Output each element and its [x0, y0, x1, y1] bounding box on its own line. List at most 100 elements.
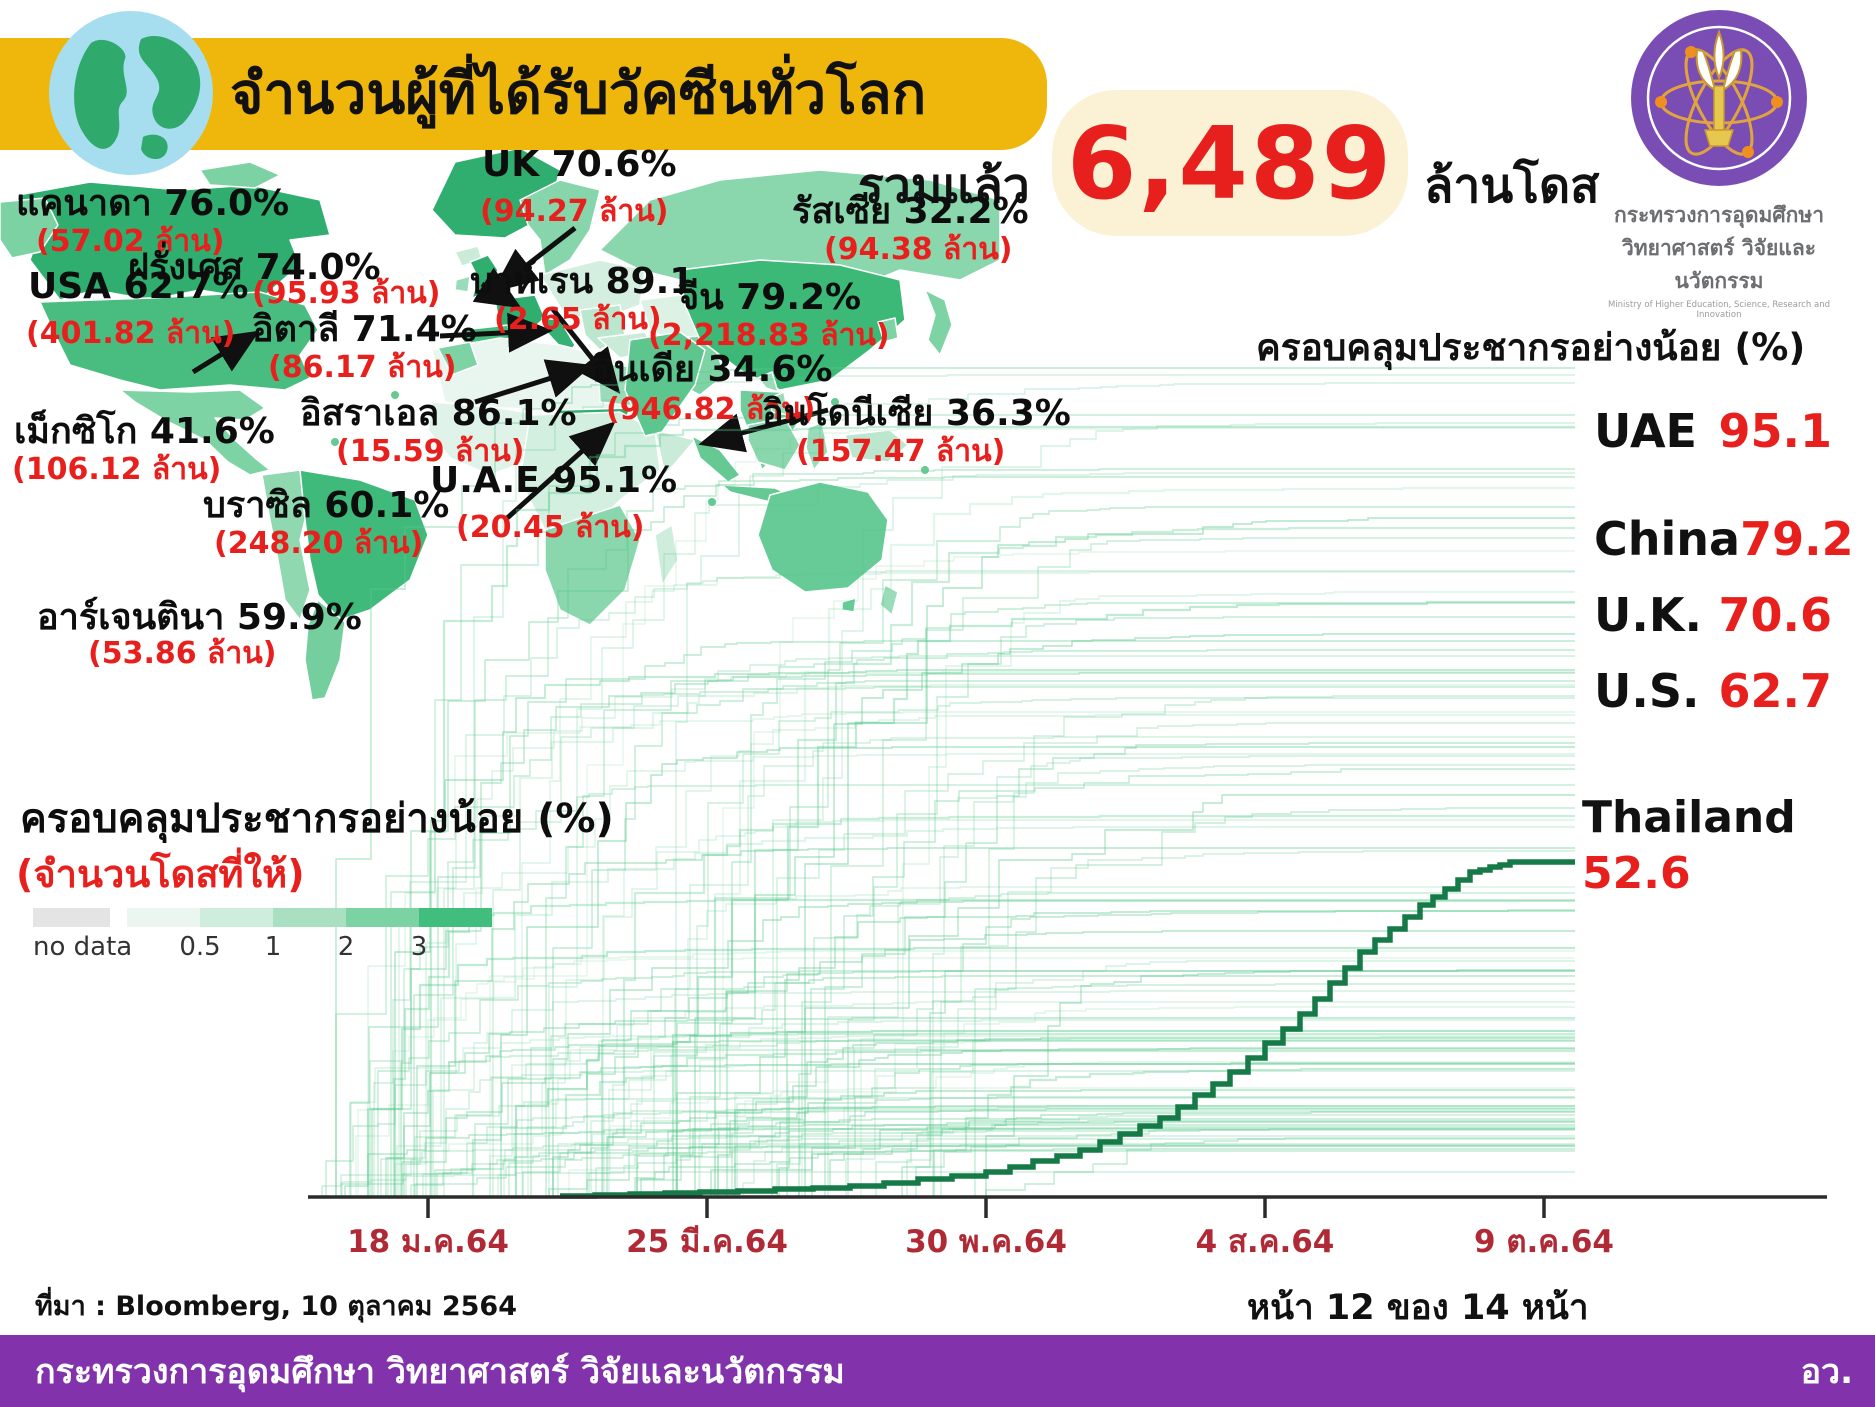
map-horn-of-africa — [654, 429, 696, 476]
background-country-line — [698, 983, 1575, 1198]
background-country-line — [402, 425, 1575, 1199]
background-country-line — [331, 640, 1575, 1198]
map-south-africa — [544, 504, 641, 626]
background-country-line — [348, 1048, 1575, 1198]
background-country-line — [878, 1137, 1575, 1198]
background-country-line — [771, 794, 1575, 1198]
background-country-line — [440, 1049, 1575, 1199]
map-brazil — [299, 469, 429, 621]
background-country-line — [513, 649, 1575, 1198]
coverage-line-chart — [308, 367, 1827, 1218]
background-country-line — [675, 486, 1575, 1199]
map-label-country: อินเดีย 34.6% — [592, 349, 833, 390]
map-china — [679, 259, 906, 391]
background-country-line — [363, 1063, 1575, 1198]
map-label-doses: (248.20 ล้าน) — [214, 526, 424, 561]
ministry-name-english: Ministry of Higher Education, Science, R… — [1607, 300, 1831, 320]
background-country-line — [310, 1171, 1575, 1198]
background-country-line — [772, 517, 1575, 1198]
background-country-line — [881, 909, 1575, 1198]
background-country-line — [636, 382, 1575, 1198]
thailand-highlight-line — [560, 859, 1575, 1199]
background-country-line — [317, 1128, 1575, 1198]
x-tick-label: 18 ม.ค.64 — [347, 1224, 509, 1260]
background-country-line — [391, 990, 1575, 1198]
background-country-line — [373, 898, 1575, 1199]
map-korea — [877, 317, 899, 343]
x-tick-label: 4 ส.ค.64 — [1195, 1224, 1335, 1260]
coverage-row: UAE 95.1 — [1594, 404, 1832, 458]
map-label-doses: (57.02 ล้าน) — [36, 224, 225, 259]
background-country-line — [316, 1033, 1575, 1198]
background-country-line — [311, 1143, 1575, 1198]
map-pointer-arrow — [191, 330, 260, 375]
background-country-line — [330, 1145, 1575, 1198]
background-country-line — [439, 1029, 1575, 1199]
background-country-line — [414, 970, 1575, 1198]
background-country-line — [493, 571, 1575, 1198]
background-country-line — [400, 468, 1575, 1198]
map-label-doses: (946.82 ล้าน) — [606, 392, 816, 427]
ministry-emblem-icon — [1630, 10, 1807, 186]
map-label-country: บราซิล 60.1% — [203, 485, 450, 526]
map-label-country: U.A.E 95.1% — [430, 460, 678, 501]
coverage-value: 95.1 — [1718, 404, 1833, 458]
background-country-line — [534, 1087, 1575, 1198]
background-country-line — [707, 1108, 1575, 1198]
map-pointer-arrow — [503, 421, 616, 522]
ministry-name-thai-2: วิทยาศาสตร์ วิจัยและนวัตกรรม — [1622, 236, 1816, 293]
map-label-doses: (53.86 ล้าน) — [88, 636, 277, 671]
coverage-value: 79.2 — [1740, 512, 1854, 566]
background-country-line — [622, 1096, 1575, 1198]
background-country-line — [406, 1135, 1575, 1198]
background-country-line — [768, 1006, 1575, 1198]
background-country-line — [631, 697, 1575, 1198]
background-country-line — [616, 1047, 1575, 1198]
world-choropleth-map — [0, 147, 1001, 701]
coverage-row: China 79.2 — [1594, 512, 1854, 566]
map-legend-heading: ครอบคลุมประชากรอย่างน้อย (%) — [20, 796, 614, 842]
map-label-country: ฝรั่งเศส 74.0% — [128, 247, 381, 288]
background-country-line — [739, 768, 1575, 1198]
legend-threshold-label: 1 — [264, 932, 282, 962]
footer-bar: กระทรวงการอุดมศึกษา วิทยาศาสตร์ วิจัยและ… — [0, 1335, 1875, 1407]
map-label-doses: (2.65 ล้าน) — [494, 302, 662, 337]
background-country-line — [463, 1033, 1575, 1198]
background-country-line — [399, 753, 1575, 1198]
map-ireland — [454, 275, 471, 293]
map-borneo — [747, 417, 801, 471]
background-country-line — [368, 1039, 1575, 1198]
map-label-country: แคนาดา 76.0% — [16, 183, 290, 224]
map-label-doses: (2,218.83 ล้าน) — [648, 318, 890, 353]
background-country-line — [312, 970, 1575, 1198]
total-doses-value: 6,489 — [1066, 104, 1394, 222]
background-country-line — [455, 655, 1575, 1198]
background-country-line — [547, 975, 1575, 1198]
coverage-country: China — [1594, 512, 1741, 566]
background-country-line — [522, 900, 1575, 1198]
map-label-doses: (94.27 ล้าน) — [480, 194, 669, 229]
background-country-line — [803, 960, 1575, 1198]
x-tick-label: 9 ต.ค.64 — [1474, 1224, 1614, 1260]
background-country-line — [758, 1126, 1575, 1198]
background-country-line — [698, 722, 1575, 1198]
legend-swatch — [33, 908, 110, 927]
background-country-line — [693, 422, 1575, 1198]
background-country-line — [335, 570, 1575, 1198]
map-label-doses: (15.59 ล้าน) — [336, 434, 525, 469]
background-country-line — [327, 950, 1575, 1198]
background-country-line — [568, 814, 1575, 1199]
background-country-line — [380, 825, 1575, 1199]
background-country-line — [667, 1061, 1575, 1198]
background-country-line — [581, 1018, 1575, 1199]
total-prefix-label: รวมแล้ว — [858, 158, 1030, 214]
background-country-line — [325, 946, 1575, 1199]
background-country-line — [314, 686, 1575, 1198]
background-country-line — [571, 930, 1575, 1198]
background-country-line — [738, 1037, 1575, 1198]
legend-swatch — [419, 908, 492, 927]
map-color-legend: no data 0.5 1 2 3 — [33, 908, 503, 962]
background-country-line — [884, 850, 1575, 1198]
x-tick-label: 25 มี.ค.64 — [626, 1224, 788, 1260]
map-label-doses: (94.38 ล้าน) — [824, 232, 1013, 267]
